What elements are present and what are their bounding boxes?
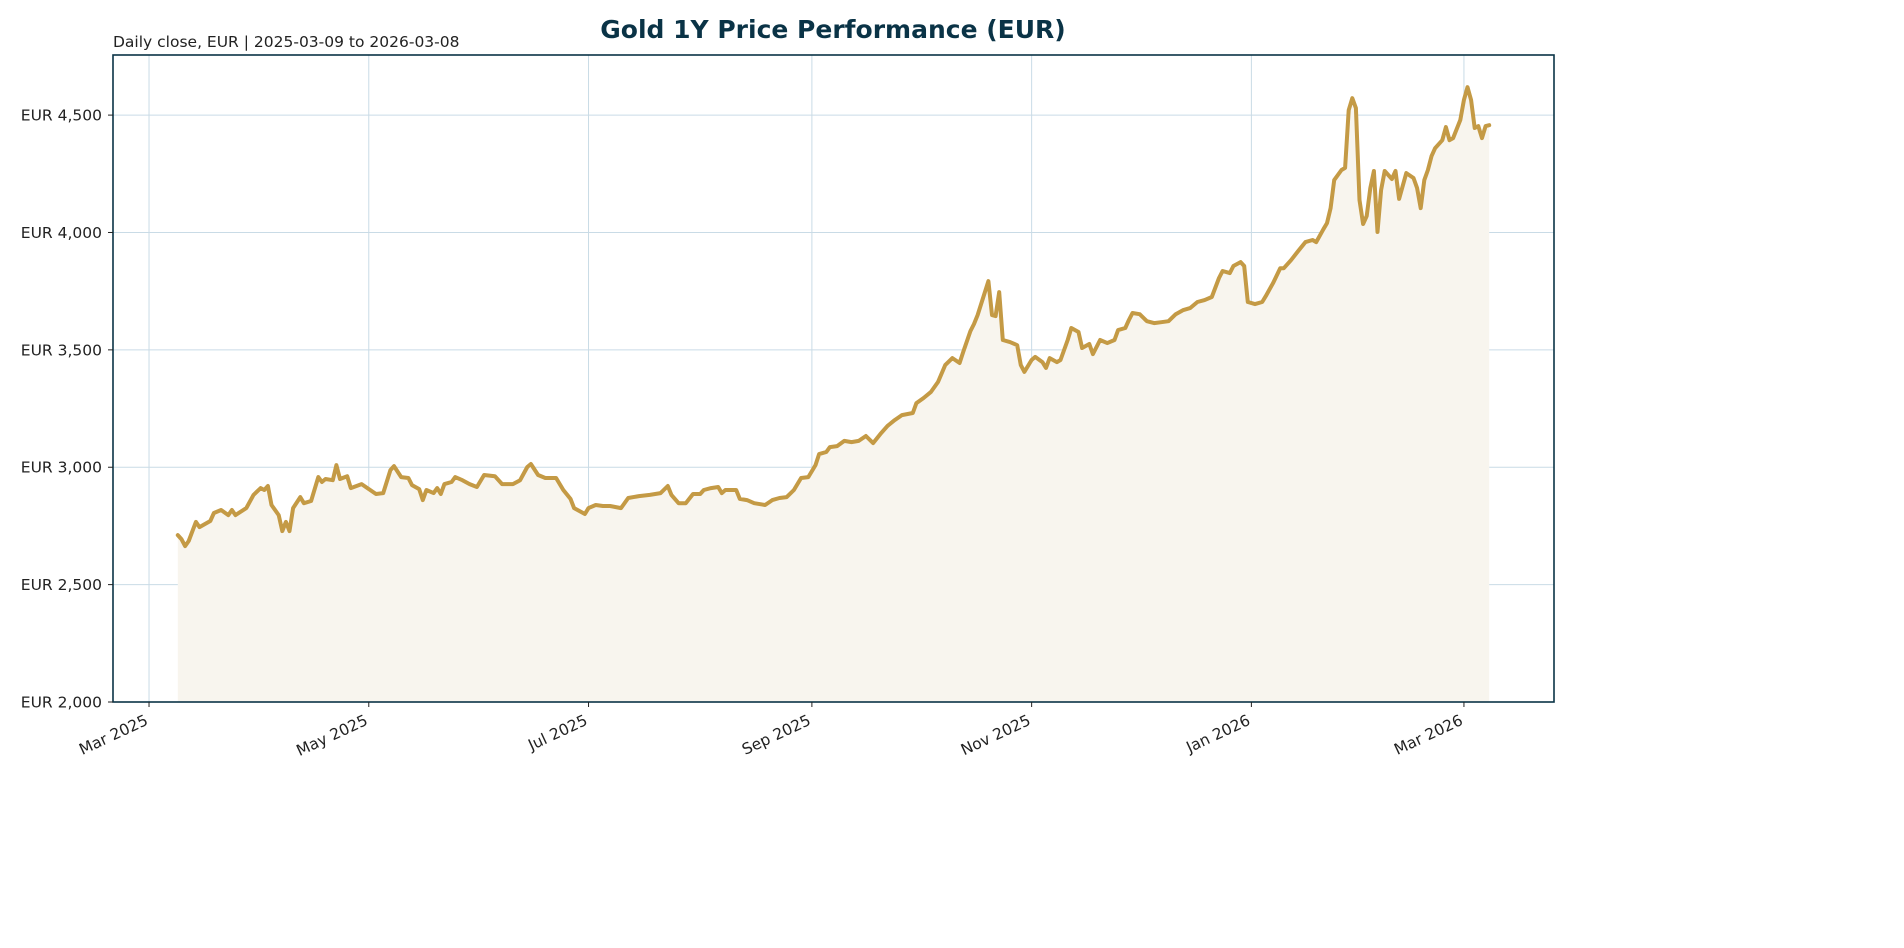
y-tick-label: EUR 2,000 <box>21 694 102 712</box>
y-tick-label: EUR 2,500 <box>21 576 102 594</box>
y-axis: EUR 2,000 EUR 2,500 EUR 3,000 EUR 3,500 EUR … <box>21 107 113 712</box>
x-tick-label: Sep 2025 <box>739 711 813 758</box>
chart-subtitle: Daily close, EUR | 2025-03-09 to 2026-03… <box>113 33 459 51</box>
chart-title: Gold 1Y Price Performance (EUR) <box>600 15 1065 44</box>
x-tick-label: Mar 2025 <box>76 711 150 758</box>
y-tick-label: EUR 4,500 <box>21 107 102 125</box>
x-tick-label: Mar 2026 <box>1391 711 1465 758</box>
y-tick-label: EUR 3,000 <box>21 459 102 477</box>
price-line <box>175 85 1492 549</box>
price-area-fill <box>177 87 1490 702</box>
x-tick-label: Jul 2025 <box>525 711 591 754</box>
y-tick-label: EUR 4,000 <box>21 224 102 242</box>
x-tick-label: Jan 2026 <box>1183 711 1253 757</box>
x-tick-label: Nov 2025 <box>958 711 1033 759</box>
x-tick-label: May 2025 <box>294 711 371 760</box>
y-tick-label: EUR 3,500 <box>21 341 102 359</box>
plot-frame <box>112 54 1555 703</box>
x-axis: Mar 2025 May 2025 Jul 2025 Sep 2025 Nov 2025… <box>76 702 1466 760</box>
